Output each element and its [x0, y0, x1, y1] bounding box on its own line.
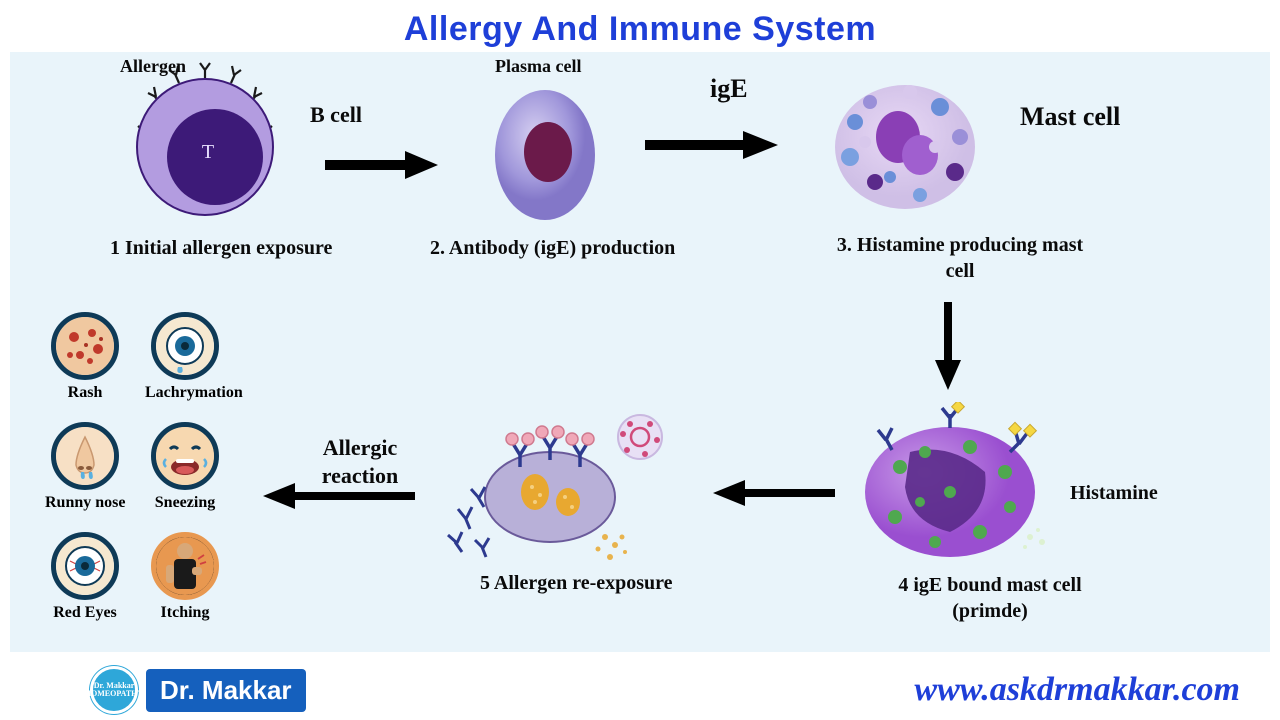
plasma-cell-graphic	[480, 80, 610, 230]
lachrymation-icon	[151, 312, 219, 380]
symptom-itching: Itching	[145, 532, 225, 622]
runny-nose-label: Runny nose	[45, 494, 125, 512]
svg-text:T: T	[202, 141, 214, 163]
itching-label: Itching	[145, 604, 225, 622]
primed-mast-graphic	[850, 402, 1050, 572]
rash-label: Rash	[45, 384, 125, 402]
arrow-3-4	[930, 297, 966, 392]
reexposure-graphic	[440, 397, 690, 577]
page-title: Allergy And Immune System	[0, 0, 1280, 55]
brand-name: Dr. Makkar	[146, 669, 306, 712]
symptom-rash: Rash	[45, 312, 125, 402]
bcell-label: B cell	[310, 102, 362, 128]
symptom-lachrymation: Lachrymation	[145, 312, 225, 402]
step2-label: 2. Antibody (igE) production	[430, 237, 675, 260]
step1-label: 1 Initial allergen exposure	[110, 237, 332, 260]
step3-label: 3. Histamine producing mast cell	[820, 232, 1100, 284]
arrow-4-5	[710, 477, 840, 509]
arrow-1-2	[320, 147, 440, 183]
red-eyes-label: Red Eyes	[45, 604, 125, 622]
reaction-line1: Allergic	[323, 435, 398, 460]
mast-cell-graphic	[820, 67, 990, 227]
footer: Dr. Makkar HOMEOPATHY Dr. Makkar www.ask…	[0, 660, 1280, 720]
allergen-label: Allergen	[120, 56, 186, 77]
step3-text: 3. Histamine producing mast cell	[837, 234, 1083, 282]
itching-icon	[151, 532, 219, 600]
runny-nose-icon	[51, 422, 119, 490]
ige-label: igE	[710, 74, 748, 104]
rash-icon	[51, 312, 119, 380]
plasma-label: Plasma cell	[495, 56, 581, 77]
sneezing-label: Sneezing	[145, 494, 225, 512]
red-eyes-icon	[51, 532, 119, 600]
mast-label: Mast cell	[1020, 102, 1120, 132]
symptom-runny-nose: Runny nose	[45, 422, 125, 512]
brand-badge-icon: Dr. Makkar HOMEOPATHY	[90, 666, 138, 714]
lachrymation-label: Lachrymation	[145, 384, 225, 402]
histamine-label: Histamine	[1070, 482, 1158, 505]
brand: Dr. Makkar HOMEOPATHY Dr. Makkar	[90, 666, 306, 714]
reaction-label: Allergic reaction	[300, 434, 420, 489]
website-url: www.askdrmakkar.com	[914, 671, 1240, 709]
arrow-2-3	[640, 127, 780, 163]
step4-text: 4 igE bound mast cell (primde)	[898, 574, 1081, 622]
diagram-canvas: T Allergen B cell 1 Initial allergen exp…	[10, 52, 1270, 652]
symptom-sneezing: Sneezing	[145, 422, 225, 512]
sneezing-icon	[151, 422, 219, 490]
symptom-red-eyes: Red Eyes	[45, 532, 125, 622]
reaction-line2: reaction	[322, 463, 399, 488]
step5-label: 5 Allergen re-exposure	[480, 572, 673, 595]
bcell-graphic: T	[120, 62, 290, 232]
step4-label: 4 igE bound mast cell (primde)	[860, 572, 1120, 624]
